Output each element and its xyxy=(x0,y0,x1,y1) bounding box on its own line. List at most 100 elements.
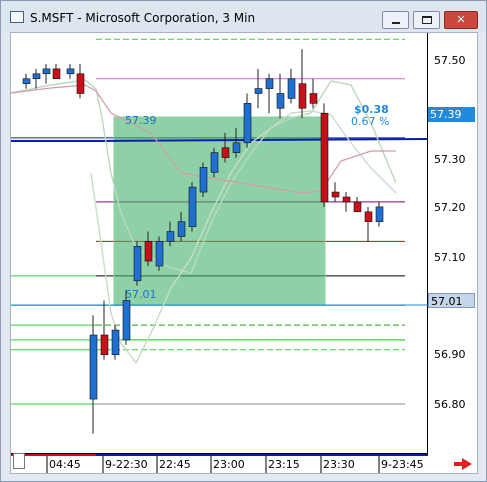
time-label: 23:15 xyxy=(268,458,300,471)
candlestick[interactable] xyxy=(22,73,31,89)
time-label: 23:30 xyxy=(323,458,355,471)
candlestick[interactable] xyxy=(353,197,362,213)
candle-body-up xyxy=(243,103,252,144)
candle-body-up xyxy=(210,152,219,173)
moving-average-slow xyxy=(10,84,396,194)
title-bar[interactable]: S.MSFT - Microsoft Corporation, 3 Min ✕ xyxy=(1,1,486,32)
maximize-icon xyxy=(422,16,432,24)
candlestick[interactable] xyxy=(287,68,296,104)
window-title: S.MSFT - Microsoft Corporation, 3 Min xyxy=(30,11,256,25)
candlestick[interactable] xyxy=(342,192,351,212)
candlestick[interactable] xyxy=(254,68,263,109)
time-label: 23:00 xyxy=(213,458,245,471)
candle-body-up xyxy=(122,300,131,341)
time-label: 9-22:30 xyxy=(105,458,148,471)
candle-body-up xyxy=(232,142,241,153)
candle-body-up xyxy=(42,68,51,75)
candle-body-up xyxy=(287,78,296,99)
candlestick[interactable] xyxy=(166,221,175,247)
price-chart[interactable]: 57.39 57.01 $0.38 0.67 % xyxy=(10,33,429,454)
minimize-button[interactable] xyxy=(382,11,409,29)
candlestick[interactable] xyxy=(243,93,252,148)
candle-body-up xyxy=(66,68,75,75)
candlestick[interactable] xyxy=(89,315,98,434)
candlestick[interactable] xyxy=(144,231,153,267)
candlestick[interactable] xyxy=(276,73,285,119)
candle-body-up xyxy=(276,93,285,109)
candle-body-up xyxy=(177,221,186,237)
candle-body-down xyxy=(76,73,85,94)
candlestick[interactable] xyxy=(199,162,208,198)
candle-body-down xyxy=(342,196,351,203)
candlestick[interactable] xyxy=(100,300,109,360)
candlestick[interactable] xyxy=(320,103,329,207)
candlestick[interactable] xyxy=(232,128,241,158)
candlestick[interactable] xyxy=(188,182,197,232)
candle-body-up xyxy=(89,334,98,400)
candle-body-up xyxy=(188,186,197,227)
time-axis-ticks xyxy=(11,454,428,473)
time-axis[interactable]: 04:45 9-22:30 22:45 23:00 23:15 23:30 9-… xyxy=(11,454,428,473)
chart-frame: 57.39 57.01 $0.38 0.67 % 57.50 57.39 57.… xyxy=(10,32,478,474)
change-amount-label: $0.38 xyxy=(354,103,389,116)
candlestick[interactable] xyxy=(133,241,142,286)
moving-average-lower xyxy=(90,110,397,365)
zone-bottom-label: 57.01 xyxy=(125,288,157,301)
candle-body-down xyxy=(221,147,230,158)
candlestick[interactable] xyxy=(309,78,318,109)
maximize-button[interactable] xyxy=(413,11,440,29)
time-label: 04:45 xyxy=(49,458,81,471)
candlestick[interactable] xyxy=(210,147,219,178)
price-tick: 57.50 xyxy=(434,54,466,67)
current-price-tag: 57.01 xyxy=(428,293,475,308)
candle-body-down xyxy=(100,334,109,356)
candle-body-down xyxy=(353,201,362,213)
candlestick[interactable] xyxy=(76,63,85,99)
candlestick[interactable] xyxy=(364,206,373,242)
candlestick[interactable] xyxy=(375,201,384,227)
candle-body-up xyxy=(155,241,164,267)
candle-body-up xyxy=(111,329,120,356)
candle-body-down xyxy=(298,83,307,109)
time-label: 22:45 xyxy=(159,458,191,471)
candle-body-down xyxy=(52,68,61,80)
candlestick[interactable] xyxy=(122,290,131,345)
price-tick: 56.80 xyxy=(434,398,466,411)
scroll-toggle[interactable] xyxy=(13,453,25,469)
candle-body-down xyxy=(309,93,318,104)
price-tick: 57.10 xyxy=(434,251,466,264)
candle-body-down xyxy=(331,191,340,198)
scroll-right-arrow-stem xyxy=(454,462,463,466)
price-axis[interactable]: 57.50 57.39 57.30 57.20 57.10 57.01 56.9… xyxy=(428,33,477,454)
candle-body-up xyxy=(199,167,208,193)
candlestick[interactable] xyxy=(265,73,274,114)
candlestick[interactable] xyxy=(52,63,61,80)
price-tick: 57.30 xyxy=(434,153,466,166)
price-tick: 56.90 xyxy=(434,348,466,361)
minimize-icon xyxy=(392,22,400,24)
candle-body-down xyxy=(320,112,329,203)
change-percent-label: 0.67 % xyxy=(351,115,389,128)
candlestick[interactable] xyxy=(42,63,51,84)
plot-area[interactable]: 57.39 57.01 $0.38 0.67 % xyxy=(10,33,429,454)
price-zone[interactable] xyxy=(113,116,326,306)
scroll-right-arrow-icon[interactable] xyxy=(462,458,472,470)
candlestick[interactable] xyxy=(298,49,307,119)
candle-body-up xyxy=(254,88,263,94)
candlestick[interactable] xyxy=(177,211,186,242)
price-tick: 57.20 xyxy=(434,201,466,214)
candlestick[interactable] xyxy=(221,132,230,163)
highlight-price-tag: 57.39 xyxy=(428,107,475,122)
candle-body-up xyxy=(166,231,175,242)
candle-body-up xyxy=(32,73,41,80)
candlestick[interactable] xyxy=(111,325,120,360)
close-icon: ✕ xyxy=(456,13,466,26)
candlestick[interactable] xyxy=(155,236,164,271)
candlestick[interactable] xyxy=(32,68,41,89)
candlestick[interactable] xyxy=(331,182,340,202)
candlestick[interactable] xyxy=(66,63,75,79)
candle-body-up xyxy=(375,206,384,222)
close-button[interactable]: ✕ xyxy=(444,11,478,29)
chart-app-icon xyxy=(10,11,24,23)
